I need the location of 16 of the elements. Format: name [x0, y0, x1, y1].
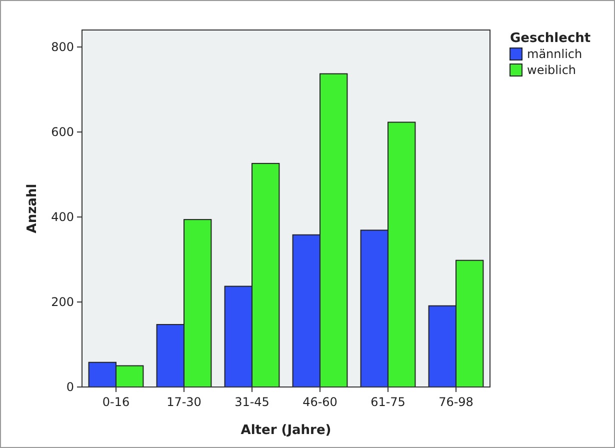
y-axis-title: Anzahl [25, 184, 40, 234]
y-tick-label: 0 [66, 380, 74, 394]
x-tick-label: 46-60 [302, 395, 338, 409]
y-tick-label: 200 [51, 295, 74, 310]
legend-label: weiblich [527, 63, 576, 77]
x-tick-label: 31-45 [234, 395, 270, 409]
y-tick-label: 400 [51, 210, 74, 224]
y-tick-label: 600 [51, 125, 74, 140]
x-tick-label: 17-30 [166, 395, 202, 409]
x-tick-label: 0-16 [102, 395, 130, 409]
legend-title: Geschlecht [510, 31, 591, 46]
y-tick-label: 800 [51, 40, 74, 54]
legend-label: männlich [527, 47, 582, 61]
x-tick-label: 76-98 [438, 395, 474, 409]
x-axis-title: Alter (Jahre) [240, 423, 332, 438]
x-tick-label: 61-75 [370, 395, 406, 409]
